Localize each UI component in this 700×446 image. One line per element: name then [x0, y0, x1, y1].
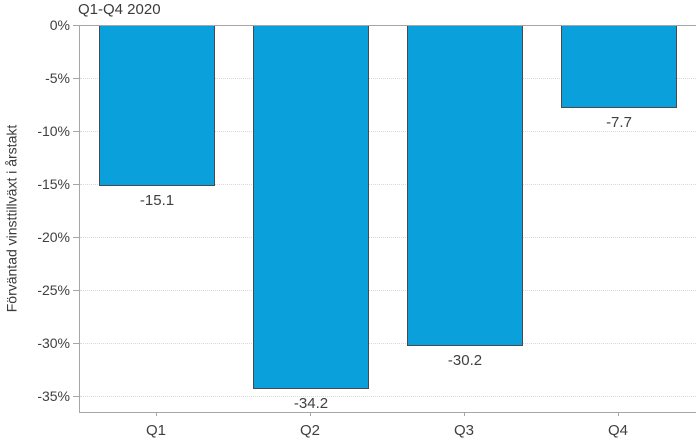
y-gridline — [80, 78, 696, 79]
bar-value-label: -34.2 — [293, 395, 329, 412]
y-axis-tick — [73, 25, 79, 26]
y-axis-tick — [73, 343, 79, 344]
bar-q4 — [561, 26, 677, 108]
plot-area: -15.1 -34.2 -30.2 -7.7 — [79, 25, 696, 413]
x-axis-tick — [618, 412, 619, 416]
y-tick-label: -15% — [37, 176, 70, 192]
bar-q2 — [253, 26, 369, 389]
y-tick-label: -30% — [37, 335, 70, 351]
bar-value-label: -30.2 — [447, 352, 483, 369]
y-tick-label: 0% — [49, 17, 70, 33]
x-tick-label: Q4 — [607, 422, 628, 439]
y-axis-tick — [73, 396, 79, 397]
bar-value-label: -7.7 — [606, 114, 632, 131]
x-axis-tick — [310, 412, 311, 416]
y-axis-tick — [73, 237, 79, 238]
x-tick-label: Q3 — [453, 422, 474, 439]
bar-value-label: -15.1 — [139, 192, 175, 209]
y-axis-tick — [73, 131, 79, 132]
y-tick-label: -25% — [37, 282, 70, 298]
bar-q3 — [407, 26, 523, 346]
bar-q1 — [99, 26, 215, 186]
x-tick-label: Q2 — [299, 422, 320, 439]
y-gridline — [80, 396, 696, 397]
y-axis-tick — [73, 290, 79, 291]
y-axis-tick — [73, 184, 79, 185]
y-gridline — [80, 290, 696, 291]
y-gridline — [80, 131, 696, 132]
y-axis-tick — [73, 78, 79, 79]
x-axis-tick — [464, 412, 465, 416]
chart-title: Q1-Q4 2020 — [78, 1, 161, 18]
y-gridline — [80, 237, 696, 238]
y-gridline — [80, 184, 696, 185]
y-axis-title: Förväntad vinsttillväxt i årstakt — [3, 124, 20, 313]
x-axis-tick — [156, 412, 157, 416]
y-gridline — [80, 343, 696, 344]
y-tick-label: -5% — [45, 70, 70, 86]
y-tick-label: -20% — [37, 229, 70, 245]
y-tick-label: -35% — [37, 388, 70, 404]
y-tick-label: -10% — [37, 123, 70, 139]
x-tick-label: Q1 — [145, 422, 166, 439]
